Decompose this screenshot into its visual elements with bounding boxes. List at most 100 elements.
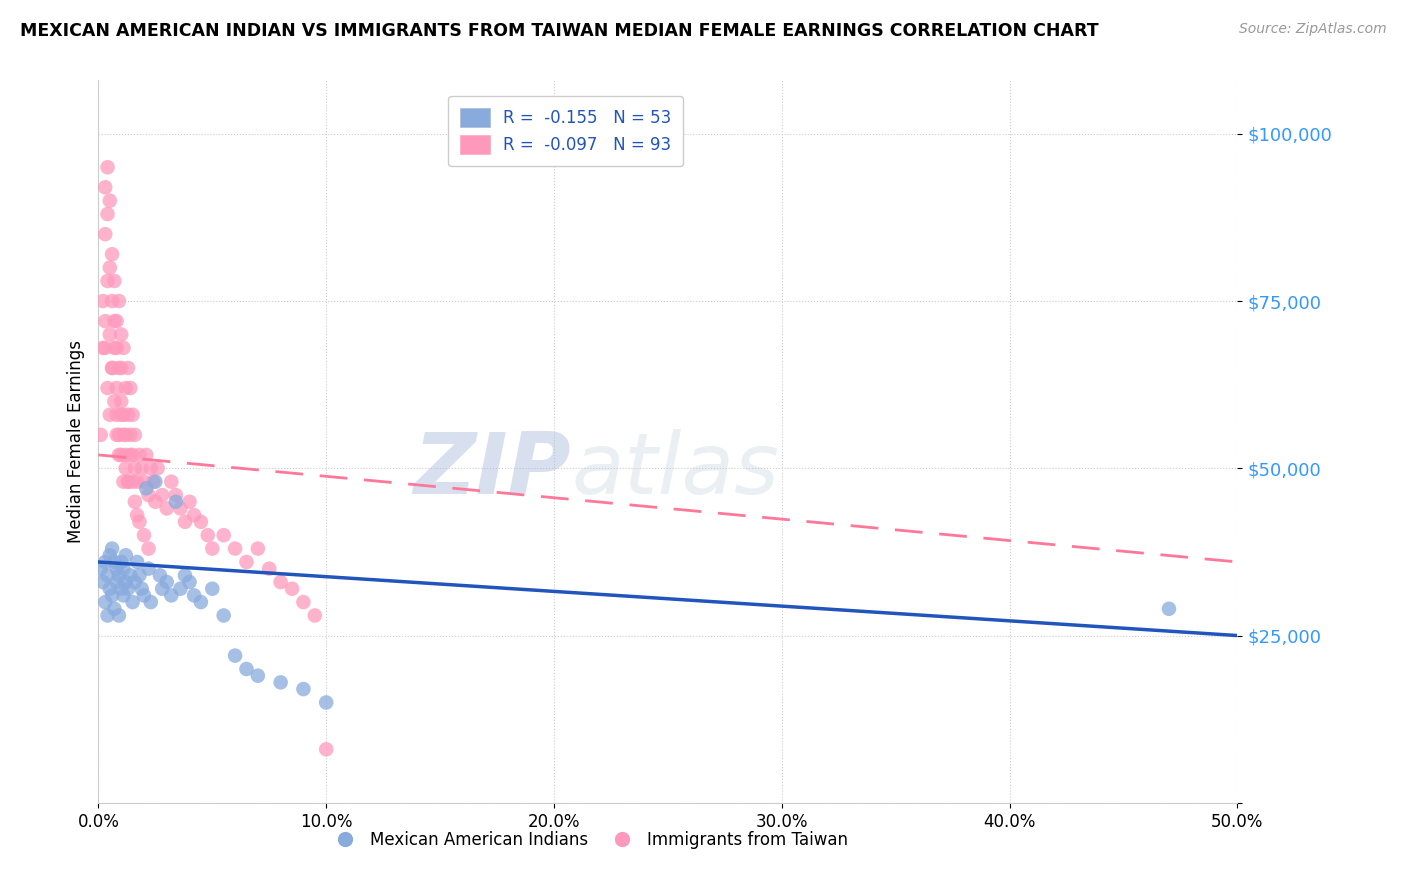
- Point: [120, 427, 142, 442]
- Point: [108, 448, 131, 462]
- Point: [128, 568, 150, 582]
- Point: [108, 568, 131, 582]
- Point: [190, 515, 212, 529]
- Point: [235, 662, 257, 676]
- Point: [132, 589, 155, 603]
- Point: [132, 528, 155, 542]
- Point: [292, 681, 315, 696]
- Point: [114, 448, 136, 462]
- Point: [128, 448, 150, 462]
- Point: [98, 548, 121, 563]
- Point: [112, 341, 135, 355]
- Point: [108, 427, 131, 442]
- Point: [105, 341, 128, 355]
- Point: [90, 562, 112, 576]
- Point: [121, 475, 143, 489]
- Point: [105, 381, 128, 395]
- Point: [96, 381, 118, 395]
- Point: [281, 582, 304, 596]
- Point: [212, 528, 235, 542]
- Point: [135, 448, 157, 462]
- Point: [315, 696, 337, 710]
- Point: [145, 475, 167, 489]
- Point: [246, 669, 269, 683]
- Point: [138, 488, 160, 502]
- Point: [114, 575, 136, 590]
- Point: [128, 515, 150, 529]
- Point: [138, 541, 160, 556]
- Point: [120, 381, 142, 395]
- Point: [112, 408, 135, 422]
- Point: [179, 494, 201, 508]
- Point: [124, 575, 146, 590]
- Text: ZIP: ZIP: [413, 429, 571, 512]
- Point: [201, 541, 224, 556]
- Point: [96, 207, 118, 221]
- Point: [169, 582, 191, 596]
- Point: [98, 194, 121, 208]
- Point: [105, 314, 128, 328]
- Point: [94, 555, 117, 569]
- Point: [105, 427, 128, 442]
- Point: [156, 575, 179, 590]
- Point: [108, 293, 131, 308]
- Point: [135, 482, 157, 496]
- Point: [156, 501, 179, 516]
- Point: [98, 327, 121, 342]
- Point: [101, 293, 124, 308]
- Point: [114, 548, 136, 563]
- Point: [112, 589, 135, 603]
- Point: [96, 274, 118, 288]
- Point: [94, 180, 117, 194]
- Point: [174, 515, 197, 529]
- Point: [103, 394, 125, 409]
- Point: [117, 408, 139, 422]
- Point: [112, 562, 135, 576]
- Point: [121, 595, 143, 609]
- Point: [112, 475, 135, 489]
- Point: [108, 361, 131, 376]
- Point: [96, 608, 118, 623]
- Point: [149, 568, 172, 582]
- Point: [110, 361, 132, 376]
- Point: [138, 562, 160, 576]
- Text: Source: ZipAtlas.com: Source: ZipAtlas.com: [1239, 22, 1386, 37]
- Point: [190, 595, 212, 609]
- Point: [259, 562, 281, 576]
- Point: [169, 501, 191, 516]
- Point: [304, 608, 326, 623]
- Point: [270, 575, 292, 590]
- Point: [235, 555, 257, 569]
- Y-axis label: Median Female Earnings: Median Female Earnings: [66, 340, 84, 543]
- Point: [165, 494, 187, 508]
- Point: [127, 508, 149, 523]
- Point: [94, 595, 117, 609]
- Point: [96, 161, 118, 175]
- Point: [150, 582, 173, 596]
- Text: atlas: atlas: [571, 429, 779, 512]
- Point: [146, 461, 169, 475]
- Point: [103, 602, 125, 616]
- Point: [117, 475, 139, 489]
- Point: [197, 528, 219, 542]
- Point: [110, 555, 132, 569]
- Point: [224, 541, 246, 556]
- Point: [131, 582, 153, 596]
- Point: [174, 568, 197, 582]
- Point: [110, 408, 132, 422]
- Point: [96, 568, 118, 582]
- Point: [91, 341, 114, 355]
- Point: [98, 582, 121, 596]
- Point: [90, 427, 112, 442]
- Point: [212, 608, 235, 623]
- Point: [91, 293, 114, 308]
- Point: [103, 555, 125, 569]
- Point: [117, 582, 139, 596]
- Point: [124, 461, 146, 475]
- Point: [120, 448, 142, 462]
- Point: [127, 475, 149, 489]
- Point: [127, 555, 149, 569]
- Point: [124, 427, 146, 442]
- Point: [224, 648, 246, 663]
- Point: [142, 475, 165, 489]
